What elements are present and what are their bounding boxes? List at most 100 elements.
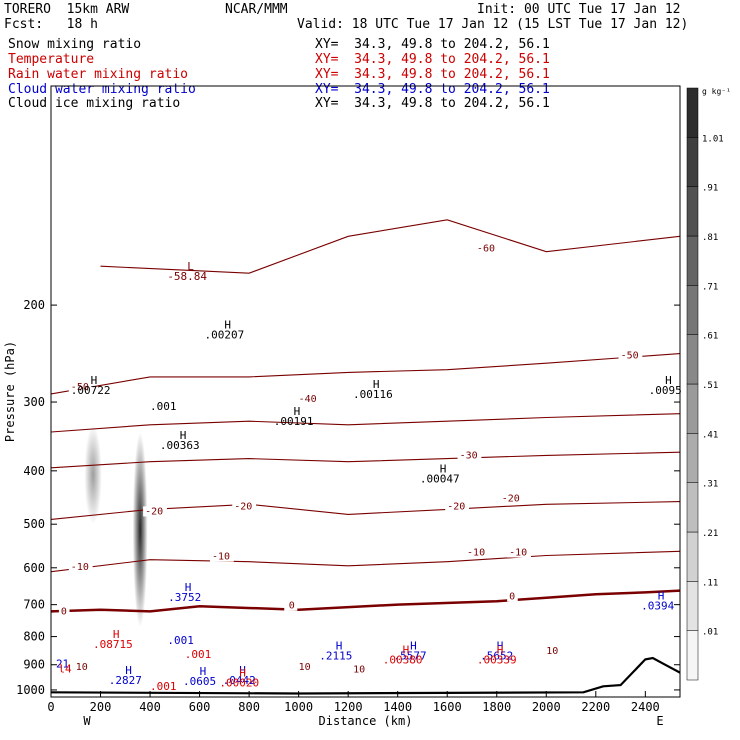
- isotherm-0: [51, 589, 680, 613]
- contour-label-bg: [58, 606, 70, 617]
- isotherm-label: -20: [145, 506, 163, 517]
- isotherm-label: 0: [61, 607, 67, 618]
- extremum-value: .5652: [480, 649, 513, 662]
- contour-label: .001: [150, 400, 177, 413]
- contour-label-bg: [209, 551, 234, 562]
- snow-shading-1: [132, 431, 148, 628]
- header: TORERO 15km ARW NCAR/MMM Init: 00 UTC Tu…: [0, 0, 740, 112]
- y-tick-label: 700: [23, 598, 45, 612]
- x-tick-label: 400: [139, 700, 161, 714]
- field-xy-snow: XY= 34.3, 49.8 to 204.2, 56.1: [315, 37, 550, 52]
- extremum-mark: H: [336, 639, 343, 652]
- extremum-value: .08715: [93, 638, 133, 651]
- isotherm-label: -60: [477, 244, 495, 255]
- x-tick-label: 200: [90, 700, 112, 714]
- isotherm--40: [51, 413, 680, 433]
- contour-label-bg: [544, 645, 562, 656]
- colorbar-segment: [686, 482, 699, 533]
- extremum-mark: L: [187, 260, 194, 273]
- colorbar-label: .21: [702, 529, 718, 539]
- contour-label-bg: [465, 547, 489, 558]
- x-tick-label: 2400: [631, 700, 660, 714]
- contour-label-bg: [296, 661, 314, 672]
- contour-label: 21: [56, 657, 69, 670]
- extremum-mark: H: [410, 639, 417, 652]
- contour-label-bg: [445, 501, 470, 512]
- colorbar-label: .41: [702, 430, 718, 440]
- x-axis-title: Distance (km): [319, 714, 413, 728]
- x-tick-label: 1400: [383, 700, 412, 714]
- isotherm-label: 10: [546, 646, 558, 657]
- forecast-hour: Fcst: 18 h: [4, 17, 98, 32]
- x-tick-label: 2000: [532, 700, 561, 714]
- colorbar-label: .01: [702, 628, 718, 638]
- colorbar-segment: [686, 285, 699, 335]
- isotherm--30: [51, 451, 680, 469]
- colorbar-segment: [686, 581, 699, 631]
- extremum-mark: H: [185, 581, 192, 594]
- extremum-mark: H: [658, 590, 665, 603]
- x-endpoint-left: W: [83, 714, 91, 728]
- colorbar-segment: [686, 531, 699, 582]
- contour-label-bg: [68, 561, 93, 572]
- extremum-value: .00116: [353, 388, 393, 401]
- extremum-value: .00047: [420, 473, 460, 486]
- model-title: TORERO 15km ARW: [4, 2, 130, 17]
- contour-label-bg: [68, 381, 93, 392]
- x-endpoint-right: E: [656, 714, 663, 728]
- isotherm--10: [51, 550, 680, 573]
- contour-label-bg: [351, 664, 369, 675]
- extremum-value: .0095: [649, 384, 682, 397]
- contour-label: .001: [185, 648, 212, 661]
- terrain-line: [51, 656, 680, 695]
- isotherm-label: -10: [212, 552, 230, 563]
- y-tick-label: 300: [23, 395, 45, 409]
- isotherm-label: -40: [299, 394, 317, 405]
- extremum-mark: H: [224, 319, 231, 332]
- extremum-mark: H: [239, 664, 246, 677]
- isotherm-label: 10: [353, 665, 365, 676]
- contour-label-bg: [296, 394, 321, 405]
- plot-frame: [50, 85, 681, 698]
- x-tick-label: 800: [238, 700, 260, 714]
- extremum-value: .5577: [394, 649, 427, 662]
- extremum-mark: H: [440, 463, 447, 476]
- extremum-value: .00722: [71, 384, 111, 397]
- colorbar-label: .11: [702, 578, 718, 588]
- contour-label: l4: [58, 663, 72, 676]
- isotherm-label: -20: [447, 501, 465, 512]
- extremum-value: .00363: [160, 439, 200, 452]
- isotherm-label: -50: [71, 382, 89, 393]
- field-name-snow: Snow mixing ratio: [8, 37, 142, 52]
- colorbar-segment: [686, 235, 699, 286]
- x-tick-label: 600: [189, 700, 211, 714]
- colorbar-segment: [686, 630, 699, 681]
- isotherm-label: 0: [289, 601, 295, 612]
- isotherm-label: 10: [299, 662, 311, 673]
- extremum-value: .0605: [183, 675, 216, 688]
- colorbar-label: .81: [702, 233, 718, 243]
- y-axis-title: Pressure (hPa): [3, 341, 17, 442]
- snow-shading-0: [84, 424, 102, 525]
- contour-label-bg: [507, 547, 531, 558]
- extremum-mark: H: [665, 374, 672, 387]
- field-name-cloud-ice: Cloud ice mixing ratio: [8, 96, 181, 111]
- isotherm-label: -10: [71, 562, 89, 573]
- contour-label-bg: [499, 493, 524, 504]
- init-time: Init: 00 UTC Tue 17 Jan 12: [477, 2, 681, 17]
- extremum-mark: H: [294, 405, 301, 418]
- extremum-value: .2827: [109, 674, 142, 687]
- extremum-mark: H: [200, 665, 207, 678]
- extremum-mark: H: [180, 429, 187, 442]
- contour-label-bg: [618, 350, 643, 361]
- extremum-value: .00339: [477, 653, 517, 666]
- field-name-temperature: Temperature: [8, 52, 95, 67]
- colorbar-segment: [686, 334, 699, 385]
- colorbar-label: 1.01: [702, 134, 724, 144]
- extremum-value: -58.84: [167, 270, 207, 283]
- isotherm-label: -10: [467, 548, 485, 559]
- colorbar-label: .71: [702, 282, 718, 292]
- contour-label-bg: [474, 243, 499, 254]
- y-tick-label: 900: [23, 658, 45, 672]
